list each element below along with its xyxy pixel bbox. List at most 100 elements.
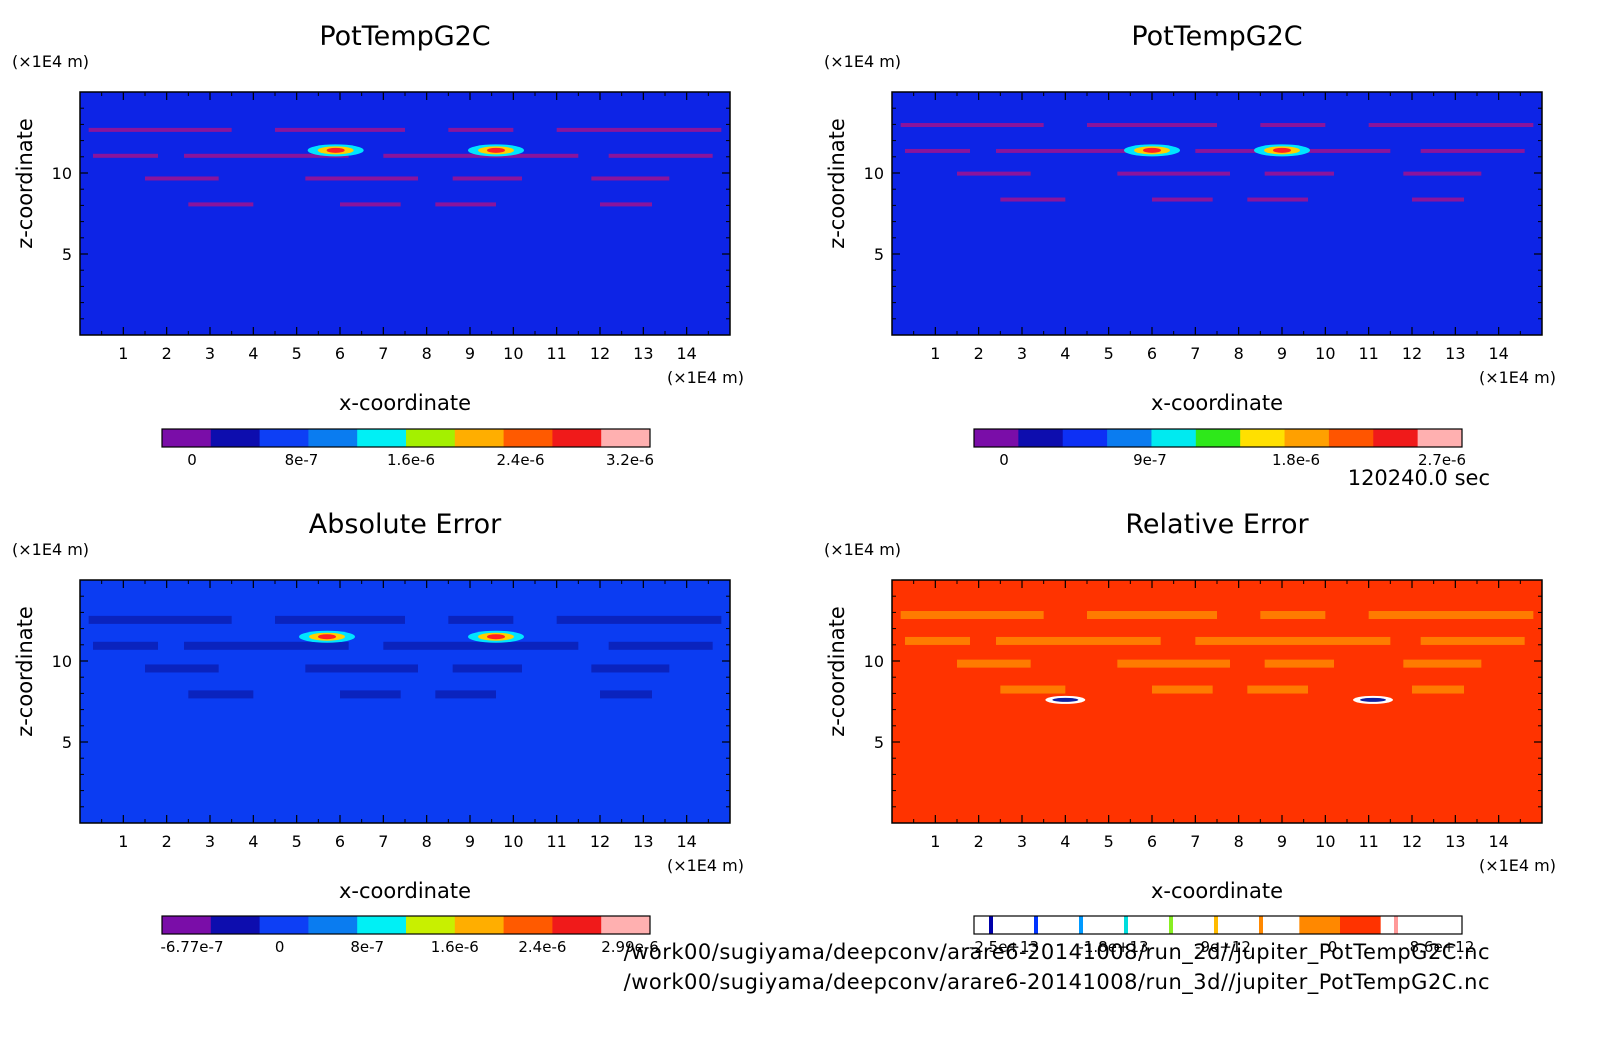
y-unit-label: (×1E4 m): [12, 52, 89, 71]
colorbar-tick-label: -2.5e+13: [969, 938, 1039, 956]
y-tick-label: 5: [62, 245, 72, 264]
x-tick-label: 2: [162, 832, 172, 851]
heatmap-field: [892, 92, 1542, 335]
x-tick-label: 8: [422, 832, 432, 851]
contour-band: [1247, 197, 1308, 202]
contour-band: [340, 202, 401, 207]
x-axis-label: x-coordinate: [339, 391, 471, 415]
contour-band: [591, 176, 670, 181]
contour-band: [608, 641, 713, 650]
x-tick-label: 1: [118, 832, 128, 851]
colorbar-stripe: [989, 916, 993, 934]
hot-spot-core: [487, 634, 505, 640]
colorbar-cell: [601, 916, 651, 934]
y-axis-label: z-coordinate: [825, 118, 849, 249]
colorbar-cell: [210, 916, 261, 934]
x-tick-label: 9: [465, 344, 475, 363]
x-tick-label: 10: [503, 832, 523, 851]
contour-band: [1368, 611, 1534, 620]
hot-spot-core: [487, 147, 505, 153]
contour-band: [1087, 123, 1217, 128]
y-tick-label: 10: [52, 652, 72, 671]
file-path-2d: /work00/sugiyama/deepconv/arare6-2014100…: [623, 940, 1490, 964]
x-tick-label: 9: [1277, 832, 1287, 851]
contour-band: [957, 171, 1031, 176]
contour-band: [905, 636, 970, 645]
colorbar-stripe: [1034, 916, 1038, 934]
colorbar-tick-label: -6.77e-7: [161, 938, 224, 956]
colorbar-cell: [1151, 429, 1197, 447]
x-unit-label: (×1E4 m): [667, 368, 744, 387]
contour-band: [88, 615, 232, 624]
contour-band: [556, 615, 722, 624]
x-tick-label: 8: [1234, 344, 1244, 363]
colorbar-stripe: [1214, 916, 1218, 934]
contour-band: [1260, 123, 1326, 128]
x-tick-label: 6: [335, 832, 345, 851]
contour-band: [340, 690, 401, 699]
colorbar-cell: [1136, 916, 1178, 934]
colorbar-tick-label: 2.7e-6: [1418, 451, 1466, 469]
heatmap-field: [80, 92, 730, 335]
colorbar-tick-label: -9e+12: [1195, 938, 1251, 956]
x-tick-label: 12: [1402, 832, 1422, 851]
colorbar-stripe: [1124, 916, 1128, 934]
contour-band: [435, 202, 496, 207]
contour-band: [1403, 659, 1482, 668]
contour-band: [1152, 685, 1213, 694]
contour-band: [556, 127, 722, 132]
x-tick-label: 2: [162, 344, 172, 363]
colorbar-cell: [1340, 916, 1382, 934]
hot-spot-core: [318, 634, 336, 640]
colorbar-cell: [1380, 916, 1422, 934]
chart-title: Absolute Error: [309, 509, 502, 540]
y-unit-label: (×1E4 m): [824, 52, 901, 71]
heatmap-field: [892, 580, 1542, 823]
contour-band: [600, 202, 652, 207]
colorbar-frame: [973, 428, 1463, 448]
hot-spot-core: [326, 147, 345, 153]
colorbar-cell: [357, 916, 407, 934]
colorbar-tick-label: 1.6e-6: [431, 938, 479, 956]
colorbar-cell: [308, 916, 358, 934]
x-axis-label: x-coordinate: [339, 879, 471, 903]
y-tick-label: 5: [62, 733, 72, 752]
colorbar-cell: [503, 916, 553, 934]
colorbar-tick-label: 3.2e-6: [606, 451, 654, 469]
colorbar-tick-label: -1.8e+13: [1078, 938, 1148, 956]
colorbar-tick-label: 0: [275, 938, 285, 956]
colorbar-tick-label: 2.4e-6: [496, 451, 544, 469]
colorbar-cell: [454, 916, 505, 934]
contour-band: [1403, 171, 1482, 176]
colorbar-cell: [1417, 429, 1463, 447]
x-tick-label: 4: [248, 832, 258, 851]
x-tick-label: 3: [1017, 344, 1027, 363]
x-tick-label: 13: [633, 832, 653, 851]
x-tick-label: 7: [378, 344, 388, 363]
chart-title: PotTempG2C: [319, 21, 490, 52]
contour-band: [88, 127, 232, 132]
x-tick-label: 4: [1060, 832, 1070, 851]
contour-band: [957, 659, 1031, 668]
contour-band: [1420, 636, 1525, 645]
x-unit-label: (×1E4 m): [1479, 368, 1556, 387]
contour-band: [900, 611, 1044, 620]
colorbar-cell: [1284, 429, 1330, 447]
colorbar-tick-label: 8.6e+12: [1410, 938, 1475, 956]
x-unit-label: (×1E4 m): [1479, 856, 1556, 875]
colorbar-cell: [601, 429, 651, 447]
contour-band: [145, 176, 219, 181]
colorbar-frame: [973, 915, 1463, 935]
contour-band: [1117, 171, 1230, 176]
contour-band: [275, 127, 405, 132]
x-tick-label: 7: [378, 832, 388, 851]
contour-band: [1087, 611, 1217, 620]
contour-band: [905, 148, 970, 153]
x-tick-label: 14: [1488, 344, 1508, 363]
x-tick-label: 4: [248, 344, 258, 363]
contour-band: [452, 664, 522, 673]
x-tick-label: 11: [546, 832, 566, 851]
y-tick-label: 5: [874, 733, 884, 752]
contour-band: [1247, 685, 1308, 694]
colorbar-cell: [1018, 429, 1064, 447]
